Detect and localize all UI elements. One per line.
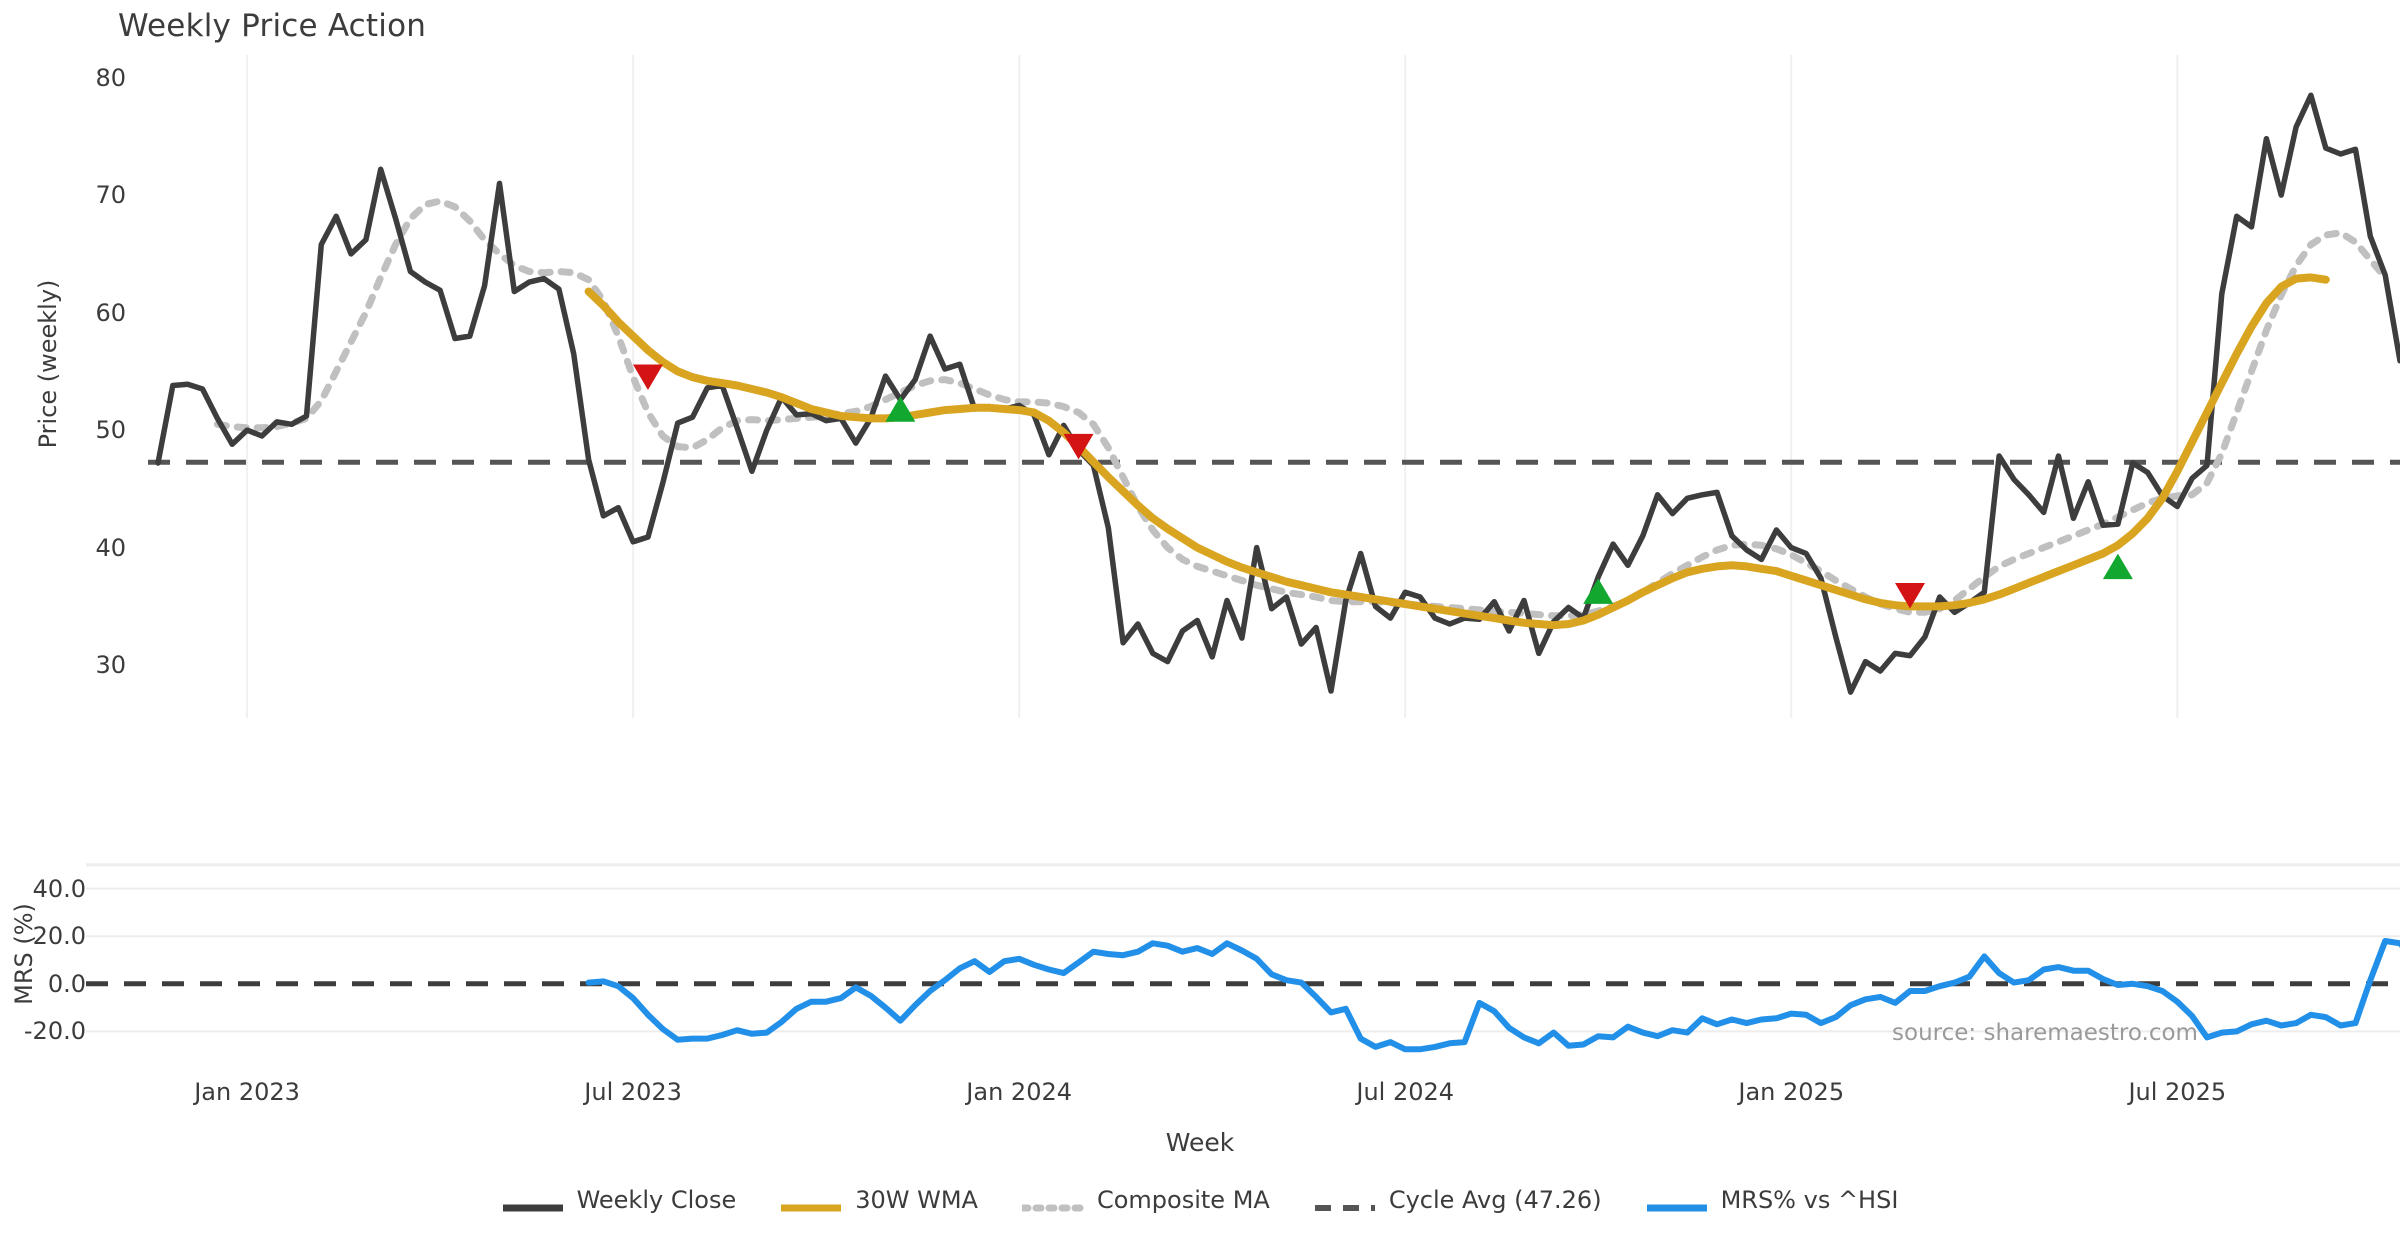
x-tick: Jul 2023 (584, 1078, 682, 1106)
x-tick: Jul 2025 (2128, 1078, 2227, 1106)
chart-legend: Weekly Close 30W WMA Composite MA Cycle Avg… (0, 1186, 2400, 1214)
price-y-tick: 80 (95, 63, 126, 92)
sell-marker (1063, 433, 1094, 460)
wma-line (584, 273, 2330, 630)
legend-item-composite-ma[interactable]: Composite MA (1021, 1186, 1270, 1214)
sell-marker (1895, 583, 1926, 609)
x-tick: Jan 2025 (1738, 1078, 1845, 1106)
legend-item-cycle-avg-47-26[interactable]: Cycle Avg (47.26) (1314, 1186, 1602, 1214)
legend-item-weekly-close[interactable]: Weekly Close (502, 1186, 737, 1214)
price-y-tick: 50 (95, 416, 126, 445)
x-axis-label: Week (1165, 1128, 1235, 1157)
buy-marker (1583, 578, 1614, 604)
price-y-tick: 40 (95, 533, 126, 562)
mrs-y-tick: 0.0 (47, 969, 86, 998)
legend-label: Cycle Avg (47.26) (1388, 1186, 1602, 1214)
mrs-line (585, 938, 2400, 1053)
legend-label: Weekly Close (576, 1186, 737, 1214)
chart-title: Weekly Price Action (118, 8, 427, 44)
sell-marker (632, 364, 663, 390)
buy-marker (2102, 553, 2133, 580)
mrs-panel (86, 863, 2400, 1053)
legend-label: 30W WMA (855, 1186, 978, 1214)
legend-label: Composite MA (1096, 1186, 1270, 1214)
legend-label: MRS% vs ^HSI (1720, 1186, 1899, 1214)
price-y-tick: 70 (95, 181, 126, 210)
mrs-y-tick: 20.0 (32, 922, 86, 951)
source-watermark: source: sharemaestro.com (1892, 1020, 2198, 1046)
x-tick: Jan 2023 (194, 1078, 300, 1106)
price-panel (148, 55, 2400, 718)
x-tick: Jul 2024 (1356, 1078, 1455, 1106)
x-tick: Jan 2024 (966, 1078, 1073, 1106)
price-y-tick: 60 (95, 298, 126, 327)
legend-item-mrs-vs-hsi[interactable]: MRS% vs ^HSI (1646, 1186, 1899, 1214)
price-y-tick: 30 (95, 651, 126, 680)
buy-marker (885, 396, 916, 422)
legend-item-30w-wma[interactable]: 30W WMA (780, 1186, 978, 1214)
mrs-y-tick: 40.0 (32, 874, 86, 903)
weekly-close-line (155, 92, 2400, 695)
mrs-y-tick: -20.0 (23, 1017, 86, 1046)
composite-ma-line (213, 197, 2389, 620)
